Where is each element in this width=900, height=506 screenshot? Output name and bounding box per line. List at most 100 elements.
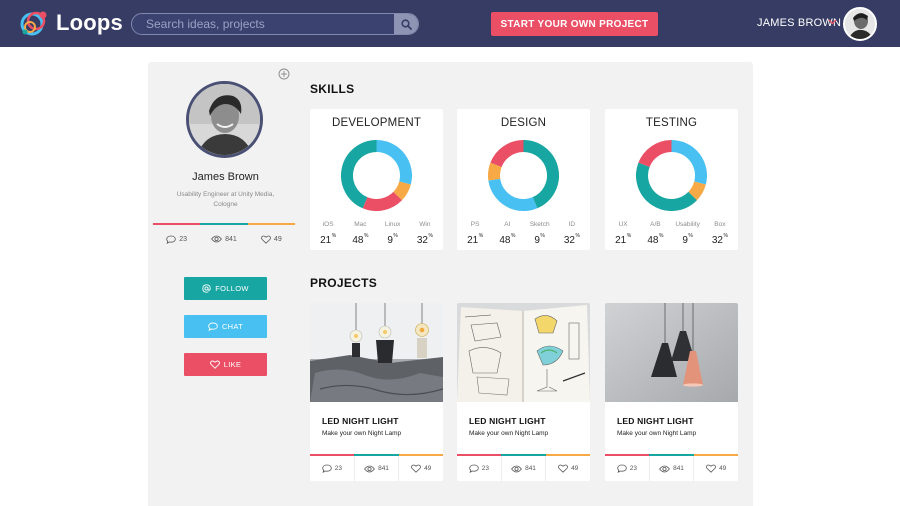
donut-segment-ai	[523, 140, 559, 209]
skill-stat-label: Linux	[384, 221, 401, 228]
project-image[interactable]	[605, 303, 738, 402]
project-card[interactable]: LED NIGHT LIGHT Make your own Night Lamp…	[605, 303, 738, 481]
project-comments-count: 23	[481, 465, 489, 472]
project-likes-count: 49	[719, 465, 727, 472]
project-comments-stat[interactable]: 23	[605, 456, 650, 481]
profile-views-stat[interactable]: 841	[200, 233, 247, 245]
skill-stat: PS 21%	[459, 221, 491, 248]
project-subtitle: Make your own Night Lamp	[322, 430, 402, 437]
user-avatar[interactable]	[843, 7, 877, 41]
donut-segment-id	[488, 178, 538, 211]
logo[interactable]: Loops	[18, 8, 123, 38]
skill-stat: Mac 48%	[344, 221, 376, 248]
project-likes-stat[interactable]: 49	[546, 456, 590, 481]
project-likes-stat[interactable]: 49	[694, 456, 738, 481]
projects-heading: PROJECTS	[310, 276, 378, 290]
heart-icon	[558, 464, 568, 473]
project-card[interactable]: LED NIGHT LIGHT Make your own Night Lamp…	[457, 303, 590, 481]
skill-card: TESTING UX 21% A/B 48% Usability 9% Box 32%	[605, 109, 738, 250]
eye-icon	[211, 235, 223, 243]
project-color-bar	[605, 454, 738, 456]
add-circle-icon[interactable]	[278, 68, 290, 80]
pendant-lamps-photo-icon	[605, 303, 738, 402]
user-name[interactable]: JAMES BROWN	[757, 17, 842, 29]
skill-stat-label: AI	[504, 221, 511, 228]
heart-icon	[209, 360, 220, 369]
follow-label: FOLLOW	[215, 284, 249, 293]
skill-stat: Box 32%	[704, 221, 736, 248]
profile-portrait-icon	[189, 84, 260, 155]
project-color-bar	[310, 454, 443, 456]
profile-comments-stat[interactable]: 23	[153, 233, 200, 245]
start-project-button[interactable]: START YOUR OWN PROJECT	[491, 12, 658, 36]
project-card[interactable]: LED NIGHT LIGHT Make your own Night Lamp…	[310, 303, 443, 481]
comment-icon	[617, 464, 627, 473]
top-nav-bar: Loops START YOUR OWN PROJECT JAMES BROWN	[0, 0, 900, 47]
project-image[interactable]	[310, 303, 443, 402]
project-color-bar	[457, 454, 590, 456]
chevron-down-icon[interactable]	[828, 19, 837, 25]
skill-stat-label: Sketch	[529, 221, 550, 228]
chat-button[interactable]: CHAT	[184, 315, 267, 338]
project-comments-stat[interactable]: 23	[310, 456, 355, 481]
skill-stat-label: PS	[470, 221, 480, 228]
donut-segment-linux	[393, 181, 411, 201]
skill-stat-label: Win	[419, 221, 431, 228]
project-comments-stat[interactable]: 23	[457, 456, 502, 481]
profile-photo	[186, 81, 263, 158]
project-title[interactable]: LED NIGHT LIGHT	[617, 416, 694, 426]
donut-segment-ux	[638, 140, 672, 168]
project-title[interactable]: LED NIGHT LIGHT	[469, 416, 546, 426]
heart-icon	[411, 464, 421, 473]
skill-stat: AI 48%	[491, 221, 523, 248]
skill-stat-value: 48	[499, 235, 511, 246]
profile-views-count: 841	[225, 235, 237, 243]
skill-stat: Win 32%	[409, 221, 441, 248]
project-likes-count: 49	[571, 465, 579, 472]
follow-button[interactable]: FOLLOW	[184, 277, 267, 300]
donut-segment-ps	[490, 140, 524, 168]
donut-segment-win	[376, 140, 412, 185]
skill-stat-value: 32	[416, 235, 428, 246]
project-title[interactable]: LED NIGHT LIGHT	[322, 416, 399, 426]
skill-stat: ID 32%	[556, 221, 588, 248]
donut-segment-a-b	[636, 162, 697, 211]
profile-role: Usability Engineer at Unity Media, Colog…	[176, 191, 275, 208]
project-views-stat[interactable]: 841	[650, 456, 695, 481]
skill-stat-unit: %	[540, 233, 545, 239]
project-likes-stat[interactable]: 49	[399, 456, 443, 481]
loops-logo-icon	[20, 11, 47, 36]
skill-stat-unit: %	[688, 233, 693, 239]
donut-segment-box	[671, 140, 707, 185]
like-button[interactable]: LIKE	[184, 353, 267, 376]
eye-icon	[364, 465, 375, 472]
skill-stat: A/B 48%	[639, 221, 671, 248]
eye-icon	[511, 465, 522, 472]
project-views-stat[interactable]: 841	[355, 456, 400, 481]
project-image[interactable]	[457, 303, 590, 402]
skill-stat-unit: %	[723, 233, 728, 239]
search-box	[131, 13, 419, 35]
skill-stat-value: 48	[352, 235, 364, 246]
search-input[interactable]	[132, 14, 394, 34]
like-label: LIKE	[223, 360, 242, 369]
donut-segment-sketch	[488, 162, 502, 181]
skill-title: DESIGN	[500, 117, 547, 129]
skill-stat-value: 32	[711, 235, 723, 246]
project-stats: 23 841 49	[605, 456, 738, 481]
skill-stat: Sketch 9%	[524, 221, 556, 248]
skill-stat-value: 21	[615, 235, 627, 246]
comment-icon	[322, 464, 332, 473]
profile-likes-stat[interactable]: 49	[248, 233, 295, 245]
skill-stat: Linux 9%	[377, 221, 409, 248]
search-button[interactable]	[394, 14, 418, 34]
skill-stat-unit: %	[363, 233, 369, 239]
skill-card: DESIGN PS 21% AI 48% Sketch 9% ID 32%	[457, 109, 590, 250]
eye-icon	[659, 465, 670, 472]
project-comments-count: 23	[629, 465, 637, 472]
project-views-stat[interactable]: 841	[502, 456, 547, 481]
skill-stat-label: iOS	[322, 221, 334, 228]
skill-stats: iOS 21% Mac 48% Linux 9% Win 32%	[312, 221, 441, 248]
skill-donut-chart	[488, 140, 559, 211]
skill-stat-label: ID	[568, 221, 576, 228]
